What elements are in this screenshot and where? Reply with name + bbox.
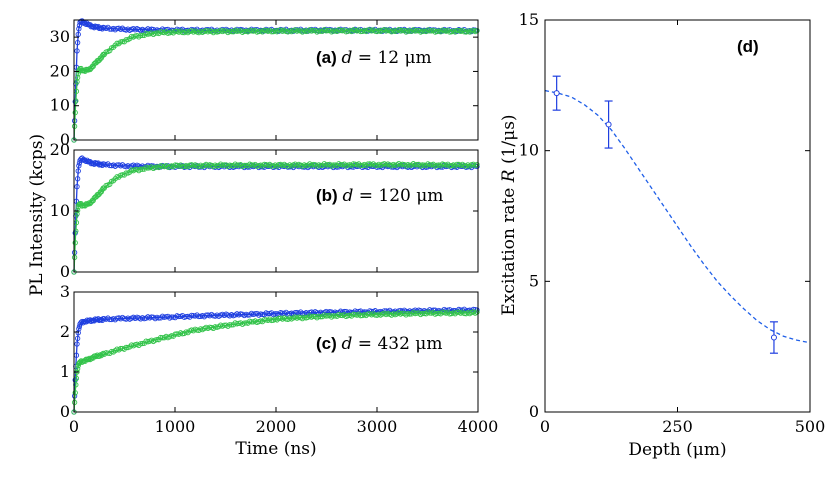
panel-annotation: (b) d = 120 μm xyxy=(316,186,443,206)
series-blue xyxy=(71,155,480,275)
panel-tag: (d) xyxy=(737,37,759,56)
annotation-eq: = xyxy=(352,48,377,68)
data-point xyxy=(357,313,364,319)
annotation-eq: = xyxy=(352,334,377,354)
shared-y-axis-label: PL Intensity (kcps) xyxy=(27,134,47,296)
data-point xyxy=(605,121,612,128)
x-axis-label: Depth (μm) xyxy=(628,440,726,460)
panel-annotation: (c) d = 432 μm xyxy=(316,334,442,354)
data-point xyxy=(172,162,178,168)
data-point xyxy=(172,28,178,34)
y-tick-label: 20 xyxy=(50,61,70,80)
y-axis-label-symbol: R xyxy=(499,169,519,183)
data-point-with-errorbar xyxy=(604,100,613,149)
y-axis-label-part: (1/μs) xyxy=(499,114,519,169)
annotation-unit: μm xyxy=(411,186,444,206)
x-tick-label: 2000 xyxy=(256,417,297,436)
fit-line xyxy=(73,312,476,413)
y-tick-label: 10 xyxy=(50,201,70,220)
panel-c: 0 1 2 3 0 1000 2000 3000 4000 Time (ns) (c) d = 43… xyxy=(60,282,499,459)
data-point xyxy=(474,309,480,315)
fit-line xyxy=(73,164,476,273)
data-point xyxy=(123,37,129,43)
panel-annotation: (a) d = 12 μm xyxy=(316,48,432,68)
annotation-value: 12 xyxy=(377,48,399,68)
data-point xyxy=(268,163,275,169)
fit-line xyxy=(73,29,476,141)
y-tick-label: 20 xyxy=(50,140,70,159)
data-point xyxy=(454,27,460,34)
panel-tag: (c) xyxy=(316,334,342,353)
fit-curve xyxy=(544,89,811,344)
panel-tag: (b) xyxy=(316,186,342,205)
annotation-value: 432 xyxy=(377,334,409,354)
annotation-unit: μm xyxy=(399,48,432,68)
y-tick-label: 15 xyxy=(519,10,539,29)
annotation-var: d xyxy=(342,334,353,354)
y-tick-label: 2 xyxy=(60,322,70,341)
data-point xyxy=(474,161,480,168)
y-tick-label: 0 xyxy=(60,402,70,421)
annotation-value: 120 xyxy=(378,186,410,206)
x-tick-label: 4000 xyxy=(458,417,499,436)
panel-b: 0 10 20 (b) d = 120 μm xyxy=(50,140,480,281)
data-point xyxy=(357,162,364,169)
data-point-with-errorbar xyxy=(552,75,561,111)
x-tick-label: 3000 xyxy=(357,417,398,436)
y-axis-label-part: Excitation rate xyxy=(499,182,519,315)
series-green xyxy=(71,27,480,143)
y-tick-label: 0 xyxy=(60,262,70,281)
data-point xyxy=(474,27,480,34)
x-tick-label: 500 xyxy=(795,417,826,436)
x-tick-label: 1000 xyxy=(155,417,196,436)
x-tick-label: 250 xyxy=(662,417,693,436)
data-point xyxy=(454,161,460,168)
panel-a: 0 10 20 30 (a) d = 12 μm xyxy=(50,18,480,149)
data-point xyxy=(553,90,560,97)
x-axis-label: Time (ns) xyxy=(235,439,316,459)
fit-line xyxy=(73,157,476,273)
y-axis-label: Excitation rate R (1/μs) xyxy=(499,114,519,315)
panel-tag-text: (d) xyxy=(737,37,759,56)
data-point xyxy=(770,334,777,341)
series-green xyxy=(71,309,480,415)
series-blue xyxy=(71,306,480,415)
panel-tag: (a) xyxy=(316,48,342,67)
y-tick-label: 30 xyxy=(50,27,70,46)
data-point xyxy=(268,29,275,35)
x-tick-label: 0 xyxy=(69,417,79,436)
data-point xyxy=(454,309,460,315)
y-tick-label: 3 xyxy=(60,282,70,301)
y-tick-label: 0 xyxy=(60,130,70,149)
annotation-var: d xyxy=(342,48,353,68)
annotation-var: d xyxy=(342,186,353,206)
annotation-unit: μm xyxy=(410,334,443,354)
y-tick-label: 10 xyxy=(50,96,70,115)
y-tick-label: 10 xyxy=(519,141,539,160)
fit-line xyxy=(73,309,476,413)
data-point-with-errorbar xyxy=(769,321,778,354)
x-tick-label: 0 xyxy=(540,417,550,436)
y-tick-label: 5 xyxy=(529,271,539,290)
data-point xyxy=(357,28,364,35)
panel-d: 0 5 10 15 0 250 500 Depth (μm) Excitation rate R… xyxy=(499,10,825,460)
annotation-eq: = xyxy=(353,186,378,206)
y-tick-label: 0 xyxy=(529,402,539,421)
series-green xyxy=(71,161,480,275)
y-tick-label: 1 xyxy=(60,362,70,381)
